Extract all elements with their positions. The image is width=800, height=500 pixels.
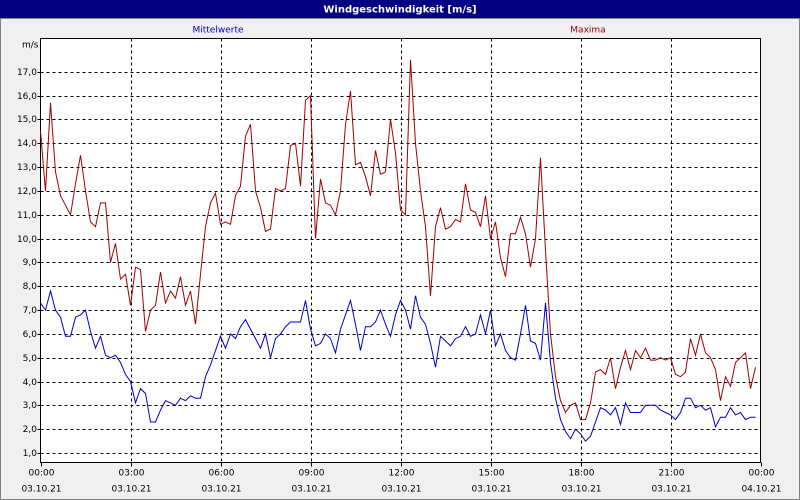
x-tick-date: 03.10.21 (381, 485, 421, 495)
plot-area (40, 38, 761, 463)
x-tick-date: 03.10.21 (291, 485, 331, 495)
data-line (40, 59, 756, 421)
y-tick-label: 9,0 (23, 258, 38, 268)
x-tick-date: 03.10.21 (651, 485, 691, 495)
y-tick-label: 15,0 (17, 115, 37, 125)
x-tick-label: 09:00 (299, 469, 325, 479)
x-tick-label: 15:00 (479, 469, 505, 479)
data-line (40, 289, 756, 442)
x-tick-date: 03.10.21 (111, 485, 151, 495)
y-tick-label: 10,0 (17, 235, 37, 245)
x-tick-date: 03.10.21 (201, 485, 241, 495)
y-tick-label: 11,0 (17, 211, 37, 221)
y-tick-label: 14,0 (17, 139, 37, 149)
y-tick-label: 6,0 (23, 330, 38, 340)
x-tick-label: 18:00 (569, 469, 595, 479)
y-tick-label: 5,0 (23, 354, 38, 364)
x-tick-date: 03.10.21 (561, 485, 601, 495)
x-tick-date: 03.10.21 (21, 485, 61, 495)
x-tick-label: 03:00 (119, 469, 145, 479)
x-tick-date: 04.10.21 (741, 485, 781, 495)
x-tick-label: 12:00 (389, 469, 415, 479)
y-tick-label: 1,0 (23, 449, 38, 459)
y-tick-label: 17,0 (17, 68, 37, 78)
legend-label: Maxima (570, 26, 605, 36)
legend-label: Mittelwerte (192, 26, 243, 36)
y-axis-label: m/s (22, 41, 39, 51)
chart-title: Windgeschwindigkeit [m/s] (323, 5, 476, 16)
y-tick-label: 12,0 (17, 187, 37, 197)
y-tick-label: 8,0 (23, 282, 38, 292)
x-tick-label: 21:00 (659, 469, 685, 479)
x-tick-date: 03.10.21 (471, 485, 511, 495)
y-tick-label: 2,0 (23, 425, 38, 435)
x-tick-label: 00:00 (749, 469, 775, 479)
x-tick-label: 00:00 (29, 469, 55, 479)
y-tick-label: 3,0 (23, 401, 38, 411)
title-bar (0, 0, 800, 18)
y-tick-label: 13,0 (17, 163, 37, 173)
y-tick-label: 16,0 (17, 92, 37, 102)
x-tick-label: 06:00 (209, 469, 235, 479)
y-tick-label: 7,0 (23, 306, 38, 316)
y-tick-label: 4,0 (23, 378, 38, 388)
